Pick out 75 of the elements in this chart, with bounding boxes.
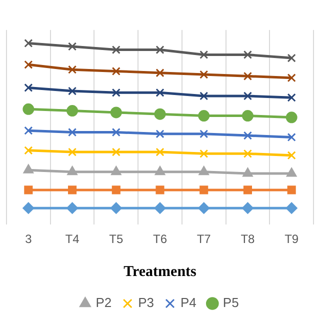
- point: [68, 86, 77, 96]
- point: [198, 166, 209, 176]
- point: [22, 202, 34, 214]
- point: [286, 112, 298, 124]
- x-tick-label: T9: [284, 232, 299, 246]
- point: [154, 108, 166, 120]
- point: [287, 74, 296, 82]
- point: [156, 68, 164, 78]
- point: [112, 46, 120, 54]
- point: [112, 88, 120, 97]
- point: [286, 202, 298, 214]
- point: [24, 146, 33, 155]
- point: [112, 148, 120, 156]
- point: [242, 168, 253, 177]
- point: [200, 92, 208, 100]
- legend-label: P3: [138, 295, 154, 310]
- x-axis-title: Treatments: [124, 264, 197, 280]
- point: [200, 50, 208, 60]
- point: [198, 202, 210, 214]
- point: [68, 186, 77, 194]
- point: [198, 110, 210, 122]
- point: [24, 60, 33, 69]
- point: [243, 149, 252, 158]
- point: [22, 103, 34, 115]
- point: [242, 202, 254, 214]
- point: [24, 83, 33, 92]
- point: [242, 110, 254, 122]
- x-tick-label: T7: [196, 232, 212, 246]
- legend-label: P2: [96, 295, 112, 310]
- point: [68, 65, 77, 74]
- point: [68, 128, 77, 137]
- point: [67, 166, 78, 176]
- point: [200, 130, 208, 138]
- point: [243, 50, 252, 60]
- point: [156, 186, 164, 194]
- x-tick-label: T5: [109, 232, 124, 246]
- point: [287, 186, 296, 194]
- point: [110, 202, 122, 214]
- point: [287, 54, 296, 62]
- point: [156, 88, 164, 97]
- point: [200, 186, 208, 194]
- x-tick-label: T6: [152, 232, 168, 246]
- point: [287, 93, 296, 102]
- point: [66, 202, 78, 214]
- point: [24, 38, 33, 48]
- legend-label: P4: [180, 295, 196, 310]
- point: [287, 132, 296, 142]
- point: [68, 148, 77, 156]
- point: [156, 46, 164, 54]
- point: [156, 130, 164, 138]
- point: [24, 126, 33, 135]
- point: [154, 166, 166, 176]
- point: [23, 164, 34, 174]
- point: [200, 70, 208, 79]
- legend-label: P5: [222, 295, 239, 310]
- point: [200, 149, 208, 158]
- point: [243, 131, 252, 140]
- point: [110, 106, 122, 118]
- point: [243, 186, 252, 194]
- point: [243, 72, 252, 80]
- point: [112, 66, 120, 76]
- point: [68, 42, 77, 51]
- x-tick-label: 3: [25, 232, 32, 246]
- point: [112, 186, 120, 194]
- point: [154, 202, 166, 214]
- x-tick-label: T4: [65, 232, 80, 246]
- point: [243, 92, 252, 100]
- point: [112, 128, 120, 137]
- point: [24, 186, 33, 194]
- x-tick-label: T8: [240, 232, 256, 246]
- point: [286, 168, 297, 177]
- point: [66, 105, 78, 117]
- point: [156, 148, 164, 156]
- point: [111, 166, 122, 176]
- point: [287, 151, 296, 160]
